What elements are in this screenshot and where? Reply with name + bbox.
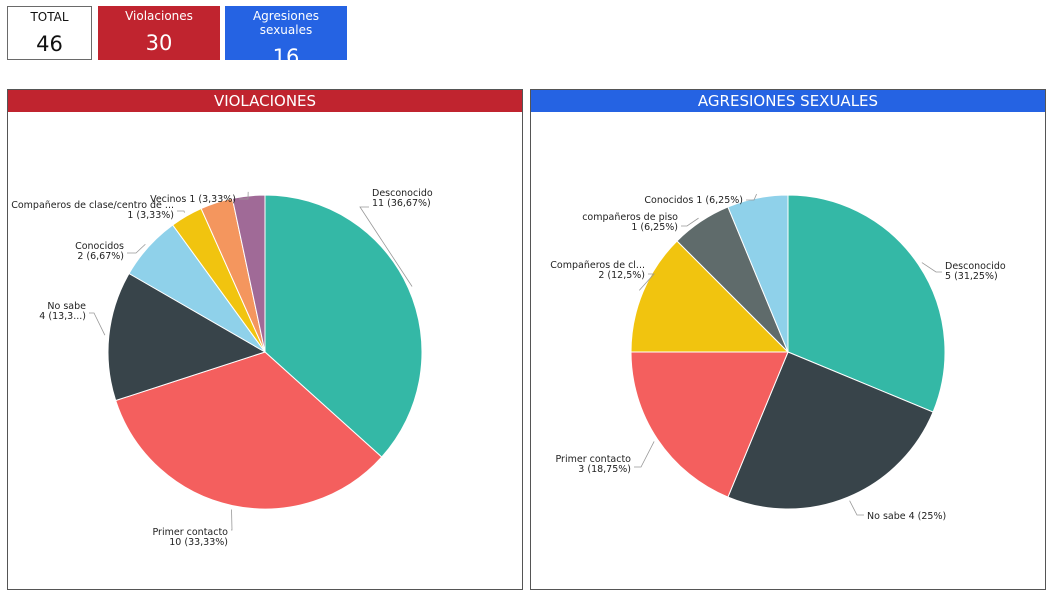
violaciones-card: Violaciones 30 (98, 6, 220, 60)
violaciones-data-label-conocidos: Conocidos (75, 241, 124, 252)
agresiones-leader-line (681, 217, 699, 227)
violaciones-chart-title: VIOLACIONES (8, 90, 522, 112)
agresiones-slice-conocidos[interactable] (727, 194, 789, 353)
agresiones-slice-primer-contacto[interactable] (630, 351, 789, 498)
agresiones-data-label-companeros-de-cl: Compañeros de cl... (550, 260, 645, 271)
total-card: TOTAL 46 (7, 6, 92, 60)
violaciones-value: 30 (145, 31, 173, 55)
agresiones-leader-line (638, 273, 655, 291)
violaciones-data-label-no-sabe: No sabe (47, 301, 86, 312)
agresiones-slice-desconocido[interactable] (787, 194, 946, 413)
violaciones-slice-no-sabe[interactable] (107, 272, 267, 402)
violaciones-leader-line (177, 210, 185, 213)
violaciones-leader-line (231, 509, 233, 531)
total-value: 46 (36, 32, 63, 56)
agresiones-slice-no-sabe[interactable] (727, 351, 934, 510)
agresiones-slice-companeros-de-cl[interactable] (630, 240, 790, 353)
agresiones-leader-line (849, 500, 864, 516)
total-label: TOTAL (30, 10, 69, 24)
violaciones-data-label-no-sabe: 4 (13,3...) (39, 311, 86, 322)
violaciones-leader-line (359, 206, 413, 287)
agresiones-data-label-primer-contacto: 3 (18,75%) (578, 464, 631, 475)
agresiones-chart-title: AGRESIONES SEXUALES (531, 90, 1045, 112)
agresiones-label: Agresiones sexuales (252, 9, 320, 37)
violaciones-slice-primer-contacto[interactable] (115, 351, 383, 510)
agresiones-data-label-desconocido: 5 (31,25%) (945, 271, 998, 282)
violaciones-data-label-companeros-de-clase-centro-de: Compañeros de clase/centro de ... (11, 200, 174, 211)
violaciones-data-label-desconocido: 11 (36,67%) (372, 198, 431, 209)
violaciones-data-label-primer-contacto: Primer contacto (153, 527, 229, 538)
violaciones-leader-line (127, 243, 146, 254)
violaciones-data-label-desconocido: Desconocido (372, 188, 433, 199)
agresiones-leader-line (746, 193, 757, 201)
agresiones-value: 16 (272, 45, 300, 69)
violaciones-slice-desconocido[interactable] (264, 194, 423, 458)
agresiones-data-label-companeros-de-piso: compañeros de piso (582, 212, 678, 223)
violaciones-label: Violaciones (125, 9, 193, 23)
agresiones-data-label-desconocido: Desconocido (945, 261, 1006, 272)
agresiones-data-label-no-sabe: No sabe 4 (25%) (867, 511, 946, 522)
violaciones-leader-line (239, 191, 249, 200)
agresiones-card: Agresiones sexuales 16 (225, 6, 347, 69)
agresiones-leader-line (921, 262, 942, 273)
agresiones-data-label-companeros-de-piso: 1 (6,25%) (631, 222, 678, 233)
violaciones-leader-line (89, 312, 106, 336)
agresiones-data-label-primer-contacto: Primer contacto (556, 454, 632, 465)
violaciones-slice-vecinos[interactable] (231, 194, 266, 353)
violaciones-data-label-companeros-de-clase-centro-de: 1 (3,33%) (127, 210, 174, 221)
violaciones-chart-panel: VIOLACIONES Desconocido 11 (36,67%) Primer… (7, 89, 523, 590)
agresiones-leader-line (634, 441, 655, 468)
violaciones-data-label-primer-contacto: 10 (33,33%) (169, 537, 228, 548)
violaciones-data-label-conocidos: 2 (6,67%) (77, 251, 124, 262)
agresiones-data-label-conocidos: Conocidos 1 (6,25%) (644, 195, 743, 206)
agresiones-data-label-companeros-de-cl: 2 (12,5%) (598, 270, 645, 281)
agresiones-chart-panel: AGRESIONES SEXUALES Desconocido 5 (31,25%… (530, 89, 1046, 590)
violaciones-data-label-vecinos: Vecinos 1 (3,33%) (150, 194, 236, 205)
